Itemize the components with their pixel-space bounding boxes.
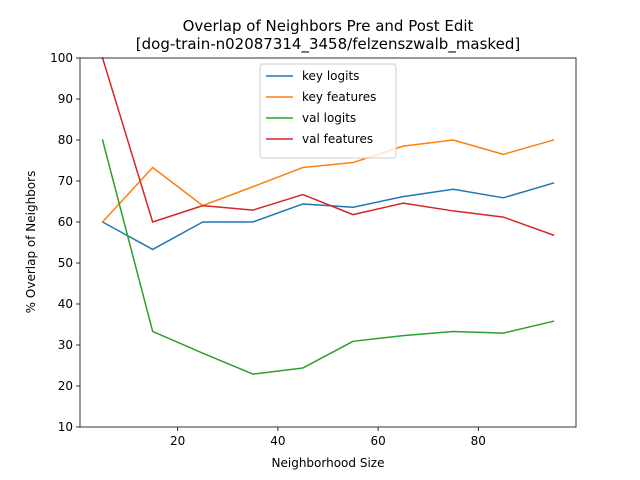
chart-subtitle: [dog-train-n02087314_3458/felzenszwalb_m… [136,35,520,54]
series-line-val-features [101,57,555,237]
x-tick-label: 80 [471,434,486,448]
y-tick-label: 20 [58,379,73,393]
x-tick-label: 40 [270,434,285,448]
series-line-val-logits [101,139,555,375]
legend-label-val-features: val features [302,132,373,146]
y-tick-label: 30 [58,338,73,352]
y-axis-label: % Overlap of Neighbors [24,171,38,314]
legend-label-val-logits: val logits [302,111,356,125]
axes-frame [79,57,577,428]
legend-box [259,63,397,159]
y-tick-label: 100 [50,51,73,65]
legend: key logits key features val logits val feat… [259,63,397,159]
y-tick-label: 90 [58,92,73,106]
chart-title: Overlap of Neighbors Pre and Post Edit [183,17,474,35]
plot-area: 20 40 60 80 10 20 30 40 50 60 70 80 90 100 [50,51,577,448]
x-tick-label: 60 [370,434,385,448]
y-tick-label: 50 [58,256,73,270]
y-tick-label: 10 [58,420,73,434]
series-line-key-features [101,139,555,224]
legend-label-key-logits: key logits [302,69,359,83]
legend-label-key-features: key features [302,90,376,104]
x-tick-label: 20 [170,434,185,448]
series-line-key-logits [101,182,555,251]
y-tick-label: 80 [58,133,73,147]
x-axis-label: Neighborhood Size [272,456,385,470]
y-tick-label: 70 [58,174,73,188]
y-tick-label: 40 [58,297,73,311]
y-tick-label: 60 [58,215,73,229]
